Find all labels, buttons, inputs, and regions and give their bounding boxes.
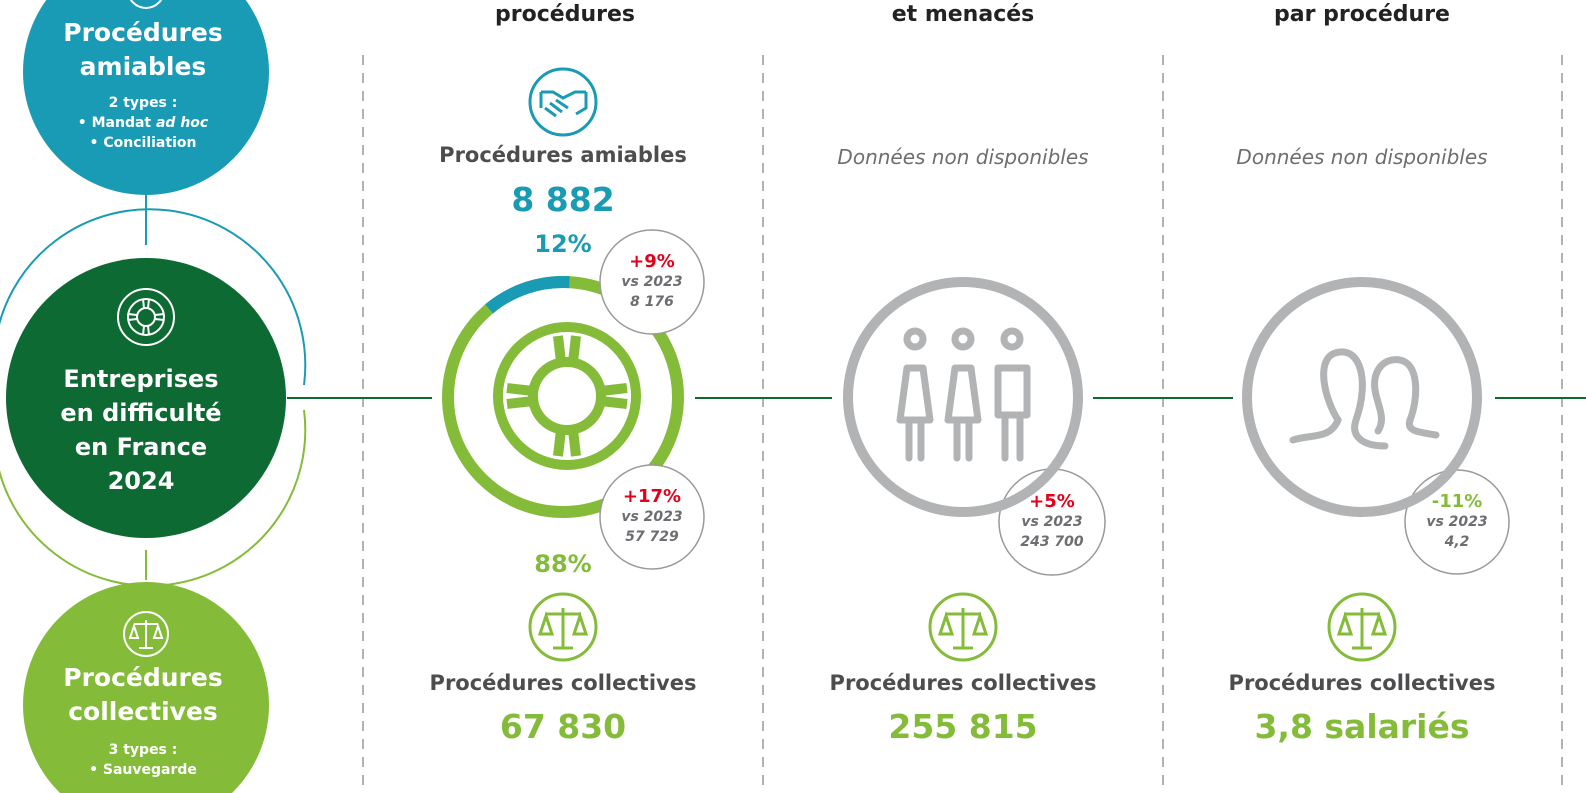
collectives-label: Procédures collectives [429,671,697,695]
types-label: 2 types : [108,95,178,111]
collectives-value: 67 830 [499,707,627,746]
change-ref: vs 2023 [621,274,683,290]
change-ref: vs 2023 [1021,514,1083,530]
collectives-label: Procédures collectives [1228,671,1496,695]
change-bubble: +5% vs 2023 243 700 [1020,492,1083,552]
collectives-circle [23,582,269,793]
title-line: en France [74,433,208,461]
top-icon-partial [129,0,163,9]
change-ref: vs 2023 [1426,514,1488,530]
amiables-types: 2 types : • Mandat ad hoc • Conciliation [78,93,208,153]
not-available-text: Données non disponibles [1236,145,1488,169]
not-available-text: Données non disponibles [837,145,1089,169]
change-value: -11% [1431,491,1483,512]
amiables-share: 12% [534,230,592,258]
lifebuoy-icon [117,288,175,346]
column-dividers [362,55,1563,793]
prev-value: 243 700 [1020,534,1084,550]
change-value: +17% [622,486,682,507]
scales-icons [528,592,1397,662]
type-item: • Conciliation [89,135,197,151]
share-ring-amiables [485,276,570,314]
prev-value: 8 176 [630,294,674,310]
outer-arc-teal [0,208,307,386]
change-bubble: -11% vs 2023 4,2 [1426,492,1487,552]
amiables-circle [23,0,269,195]
heads-ring [1242,277,1482,517]
amiables-label: Procédures amiables [439,143,687,167]
scales-icon [123,611,169,657]
change-bubbles [599,229,1510,576]
scales-icon [1327,592,1397,662]
title-line: Procédures [63,663,223,692]
amiables-title: Procédures amiables [63,16,222,84]
scales-icon [928,592,998,662]
change-bubble: +17% vs 2023 57 729 [621,487,682,547]
collectives-label: Procédures collectives [829,671,1097,695]
change-ref: vs 2023 [621,509,683,525]
change-value: +9% [629,251,675,272]
people-ring [843,277,1083,517]
collectives-value: 255 815 [888,707,1038,746]
people-icon [896,327,1031,462]
center-circle [6,258,286,538]
type-item: • Sauvegarde [89,762,197,778]
column-header: procédures [495,2,635,27]
handshake-icon [528,67,598,137]
lifebuoy-icon [493,322,641,470]
collectives-value: 3,8 salariés [1254,707,1470,746]
types-label: 3 types : [108,742,178,758]
prev-value: 4,2 [1444,534,1470,550]
collectives-types: 3 types : • Sauvegarde [89,740,197,780]
type-text-italic: ad hoc [155,115,209,131]
heads-icon [1289,348,1440,450]
column-header: et menacés [891,2,1035,27]
collectives-title: Procédures collectives [63,661,222,729]
column-header: par procédure [1274,2,1450,27]
amiables-value: 8 882 [511,180,615,219]
title-line: Entreprises [63,365,219,393]
change-bubble: +9% vs 2023 8 176 [621,252,682,312]
prev-value: 57 729 [625,529,679,545]
title-line: Procédures [63,18,223,47]
title-line: en difficulté [60,399,222,427]
type-text: • Mandat [77,115,156,131]
change-value: +5% [1029,491,1075,512]
collectives-share: 88% [534,550,592,578]
title-line: collectives [68,697,218,726]
type-item: • Mandat ad hoc [78,113,208,133]
scales-icon [528,592,598,662]
title-line: 2024 [107,467,175,495]
center-title: Entreprises en difficulté en France 2024 [60,362,221,498]
title-line: amiables [79,52,207,81]
